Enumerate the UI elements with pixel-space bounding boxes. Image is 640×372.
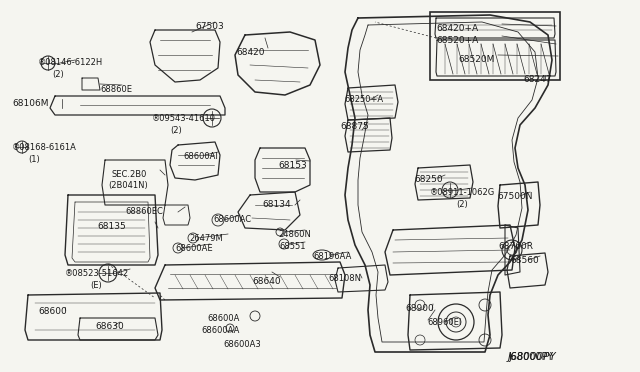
Text: 68247: 68247 [523, 75, 552, 84]
Text: 68860E: 68860E [100, 85, 132, 94]
Text: 68600: 68600 [38, 307, 67, 316]
Text: J68000PY: J68000PY [508, 352, 553, 362]
Text: 24860N: 24860N [278, 230, 311, 239]
Text: ®08168-6161A: ®08168-6161A [12, 143, 77, 152]
Text: 68551: 68551 [279, 242, 305, 251]
Text: ®08523-51642: ®08523-51642 [65, 269, 129, 278]
Text: 68135: 68135 [97, 222, 125, 231]
Text: 68600AC: 68600AC [213, 215, 251, 224]
Text: 68420: 68420 [236, 48, 264, 57]
Text: 67500N: 67500N [497, 192, 532, 201]
Text: SEC.2B0: SEC.2B0 [112, 170, 147, 179]
Text: 68600AA: 68600AA [201, 326, 239, 335]
Text: 68134: 68134 [262, 200, 291, 209]
Text: 68520M: 68520M [458, 55, 494, 64]
Text: (2): (2) [456, 200, 468, 209]
Text: J68000PY: J68000PY [508, 352, 557, 362]
Text: 68520+A: 68520+A [436, 36, 478, 45]
Text: 26479M: 26479M [189, 234, 223, 243]
Text: 68153: 68153 [278, 161, 307, 170]
Text: 68560: 68560 [510, 256, 539, 265]
Text: 68640: 68640 [252, 277, 280, 286]
Text: ®09543-41610: ®09543-41610 [152, 114, 216, 123]
Text: 68875: 68875 [340, 122, 369, 131]
Bar [430, 12, 560, 80]
Text: 68600AE: 68600AE [175, 244, 212, 253]
Text: (2): (2) [170, 126, 182, 135]
Text: 68196AA: 68196AA [313, 252, 351, 261]
Text: 68900: 68900 [405, 304, 434, 313]
Text: 68860EC: 68860EC [125, 207, 163, 216]
Text: ®08911-1062G: ®08911-1062G [430, 188, 495, 197]
Text: (2B041N): (2B041N) [108, 181, 148, 190]
Text: (E): (E) [90, 281, 102, 290]
Text: 68600AΙ: 68600AΙ [183, 152, 218, 161]
Text: 68250+A: 68250+A [344, 95, 383, 104]
Text: ®08146-6122H: ®08146-6122H [38, 58, 103, 67]
Text: 68250: 68250 [414, 175, 443, 184]
Text: 68106M: 68106M [12, 99, 49, 108]
Text: 68108N: 68108N [328, 274, 361, 283]
Text: 67503: 67503 [195, 22, 224, 31]
Text: (2): (2) [52, 70, 64, 79]
Text: (1): (1) [28, 155, 40, 164]
Text: 68760R: 68760R [498, 242, 533, 251]
Text: 68420+A: 68420+A [436, 24, 478, 33]
Text: 68600A3: 68600A3 [223, 340, 260, 349]
Text: 68960EΙ: 68960EΙ [427, 318, 461, 327]
Text: 68630: 68630 [95, 322, 124, 331]
Text: 68600A: 68600A [207, 314, 239, 323]
